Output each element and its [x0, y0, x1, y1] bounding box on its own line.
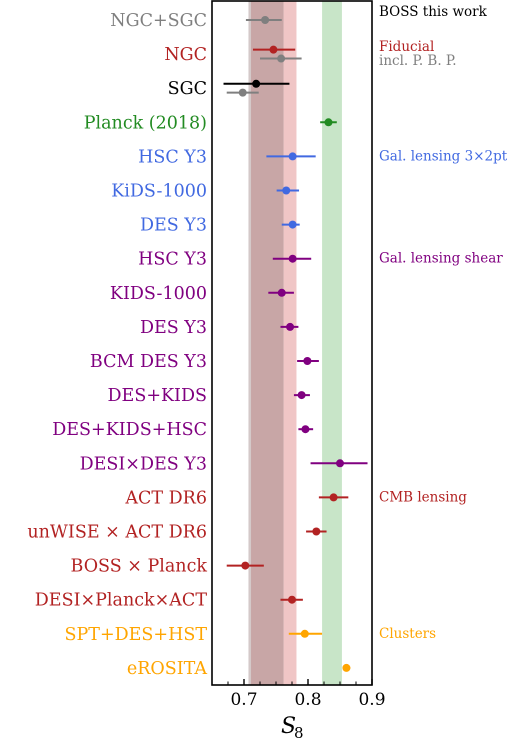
point-14-0	[329, 493, 338, 502]
point-19-0	[342, 663, 351, 672]
band-1	[283, 1, 297, 685]
row-label-2: SGC	[168, 79, 207, 99]
row-label-17: DESI×Planck×ACT	[35, 591, 208, 611]
row-label-14: ACT DR6	[124, 488, 207, 508]
annotation-3: Gal. lensing 3×2pt	[379, 148, 508, 164]
row-label-6: DES Y3	[140, 216, 207, 236]
row-label-18: SPT+DES+HST	[65, 625, 208, 645]
annotation-2: incl. P. B. P.	[379, 53, 457, 69]
x-axis-label: S	[281, 714, 296, 739]
point-15-0	[312, 527, 321, 536]
band-0	[248, 1, 284, 685]
point-10-0	[303, 357, 312, 365]
row-label-9: DES Y3	[140, 318, 207, 338]
row-label-10: BCM DES Y3	[90, 352, 207, 372]
row-label-12: DES+KIDS+HSC	[52, 420, 207, 440]
point-8-0	[277, 288, 286, 297]
point-1-1	[277, 54, 286, 63]
row-label-3: Planck (2018)	[84, 113, 207, 133]
row-label-13: DESI×DES Y3	[80, 454, 207, 474]
row-label-8: KIDS-1000	[110, 284, 207, 304]
band-2	[248, 1, 252, 685]
point-6-0	[288, 220, 297, 229]
row-label-5: KiDS-1000	[111, 182, 207, 202]
point-5-0	[282, 186, 291, 195]
point-7-0	[288, 254, 297, 263]
row-labels: NGC+SGC NGC SGC Planck (2018) HSC Y3 KiDS-100…	[27, 11, 207, 679]
point-11-0	[297, 391, 306, 400]
annotation-0: BOSS this work	[379, 4, 488, 20]
x-tick-label-1: 0.8	[294, 690, 321, 710]
row-label-16: BOSS × Planck	[71, 557, 208, 577]
point-4-0	[288, 152, 297, 161]
point-17-0	[288, 595, 296, 604]
point-9-0	[286, 322, 295, 331]
point-2-1	[238, 88, 247, 97]
x-tick-label-0: 0.7	[230, 690, 257, 710]
annotation-6: Clusters	[379, 626, 436, 642]
point-1-0	[269, 45, 278, 54]
band-3	[322, 1, 342, 685]
point-3-0	[324, 118, 333, 127]
x-axis: 0.7 0.8 0.9	[211, 679, 386, 710]
row-label-19: eROSITA	[127, 659, 207, 679]
row-label-4: HSC Y3	[138, 147, 207, 167]
x-tick-label-2: 0.9	[358, 690, 385, 710]
point-18-0	[300, 629, 309, 638]
point-2-0	[252, 79, 261, 88]
row-label-11: DES+KIDS	[108, 386, 207, 406]
annotation-1: Fiducial	[379, 39, 434, 55]
error-bar-marks	[223, 16, 368, 672]
point-16-0	[241, 561, 250, 570]
x-axis-label-subscript: 8	[294, 724, 304, 741]
point-0-0	[261, 16, 270, 24]
annotation-4: Gal. lensing shear	[379, 251, 503, 267]
point-12-0	[301, 425, 310, 434]
point-13-0	[336, 459, 344, 468]
constraint-bands	[248, 1, 342, 685]
annotation-5: CMB lensing	[379, 489, 467, 505]
row-label-0: NGC+SGC	[110, 11, 207, 31]
row-label-7: HSC Y3	[138, 250, 207, 270]
row-label-1: NGC	[164, 45, 207, 65]
row-label-15: unWISE × ACT DR6	[27, 523, 207, 543]
